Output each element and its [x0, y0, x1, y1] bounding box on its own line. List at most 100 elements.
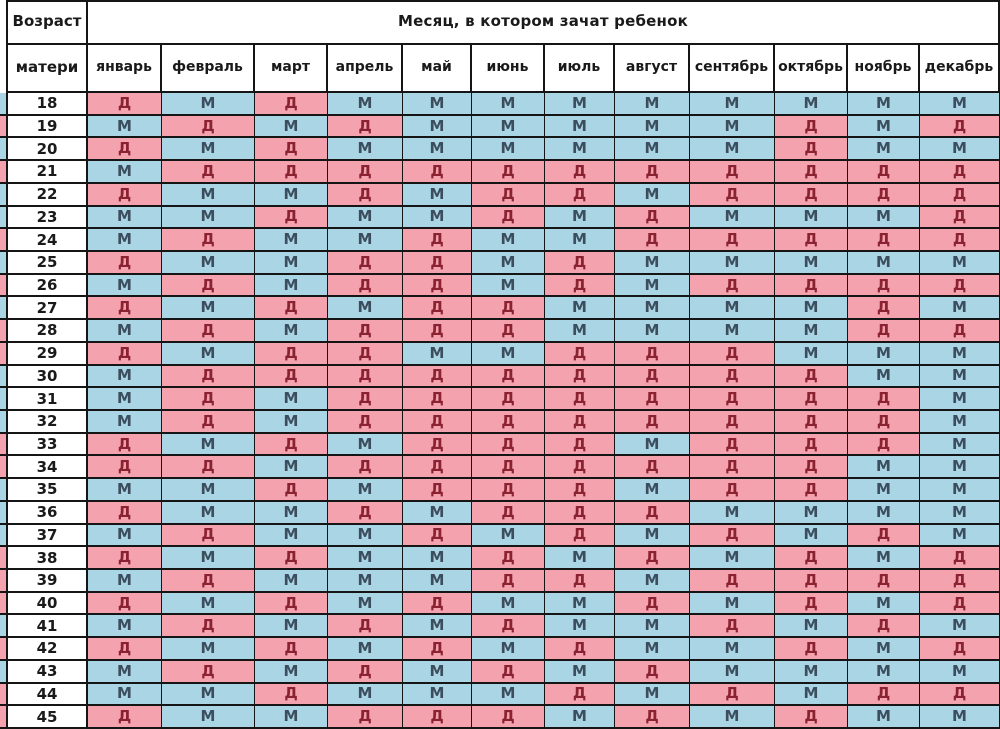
- left-edge-strip-cell: [0, 706, 6, 729]
- gender-cell: Д: [545, 569, 615, 593]
- age-cell: 45: [6, 706, 88, 729]
- gender-cell: М: [162, 592, 255, 616]
- gender-cell: М: [88, 615, 162, 639]
- gender-cell: Д: [545, 456, 615, 480]
- age-cell: 36: [6, 501, 88, 525]
- gender-cell: Д: [920, 320, 1000, 343]
- table-title: Месяц, в котором зачат ребенок: [88, 0, 1000, 45]
- gender-cell: Д: [848, 615, 920, 639]
- gender-cell: Д: [690, 410, 775, 434]
- gender-cell: Д: [472, 660, 545, 684]
- gender-cell: Д: [775, 547, 848, 570]
- gender-cell: М: [328, 229, 403, 252]
- gender-cell: Д: [88, 433, 162, 457]
- gender-cell: Д: [775, 365, 848, 389]
- gender-cell: Д: [328, 342, 403, 366]
- gender-cell: Д: [920, 161, 1000, 184]
- gender-cell: М: [775, 206, 848, 230]
- gender-cell: Д: [690, 161, 775, 184]
- age-cell: 31: [6, 388, 88, 411]
- age-cell: 25: [6, 251, 88, 275]
- gender-cell: Д: [690, 433, 775, 457]
- gender-cell: Д: [920, 206, 1000, 230]
- corner-header-line2: матери: [6, 45, 88, 93]
- gender-cell: Д: [775, 161, 848, 184]
- gender-cell: Д: [775, 115, 848, 139]
- gender-cell: Д: [545, 388, 615, 411]
- gender-cell: М: [403, 547, 472, 570]
- gender-cell: М: [920, 342, 1000, 366]
- gender-cell: Д: [848, 683, 920, 707]
- gender-cell: Д: [472, 569, 545, 593]
- gender-cell: М: [848, 206, 920, 230]
- month-header-9: сентябрь: [690, 45, 775, 93]
- left-edge-strip-cell: [0, 479, 6, 502]
- gender-cell: Д: [88, 183, 162, 207]
- gender-cell: Д: [255, 93, 328, 116]
- month-header-7: июль: [545, 45, 615, 93]
- gender-cell: М: [615, 320, 690, 343]
- left-edge-strip-cell: [0, 592, 6, 616]
- gender-cell: М: [255, 501, 328, 525]
- left-edge-strip-cell: [0, 660, 6, 684]
- gender-cell: М: [162, 501, 255, 525]
- gender-cell: Д: [775, 183, 848, 207]
- gender-cell: М: [255, 524, 328, 548]
- gender-cell: Д: [403, 229, 472, 252]
- gender-cell: Д: [255, 365, 328, 389]
- gender-cell: Д: [690, 524, 775, 548]
- gender-cell: Д: [162, 569, 255, 593]
- month-header-11: ноябрь: [848, 45, 920, 93]
- gender-cell: Д: [88, 297, 162, 321]
- gender-cell: М: [88, 569, 162, 593]
- gender-cell: Д: [472, 365, 545, 389]
- age-cell: 22: [6, 183, 88, 207]
- gender-cell: М: [472, 93, 545, 116]
- gender-cell: М: [775, 93, 848, 116]
- gender-cell: Д: [775, 410, 848, 434]
- gender-cell: М: [88, 683, 162, 707]
- age-cell: 38: [6, 547, 88, 570]
- gender-cell: Д: [472, 547, 545, 570]
- gender-cell: Д: [472, 433, 545, 457]
- gender-cell: Д: [545, 433, 615, 457]
- gender-cell: М: [162, 251, 255, 275]
- gender-cell: Д: [88, 592, 162, 616]
- gender-cell: Д: [848, 161, 920, 184]
- gender-cell: М: [255, 183, 328, 207]
- gender-cell: М: [690, 660, 775, 684]
- gender-cell: М: [403, 93, 472, 116]
- gender-cell: Д: [255, 342, 328, 366]
- gender-cell: М: [920, 297, 1000, 321]
- gender-cell: Д: [615, 342, 690, 366]
- gender-cell: Д: [403, 365, 472, 389]
- gender-cell: М: [920, 388, 1000, 411]
- gender-cell: Д: [472, 479, 545, 502]
- gender-cell: М: [920, 251, 1000, 275]
- gender-cell: Д: [88, 706, 162, 729]
- gender-cell: Д: [162, 320, 255, 343]
- gender-cell: Д: [255, 683, 328, 707]
- gender-cell: Д: [545, 183, 615, 207]
- gender-cell: Д: [775, 388, 848, 411]
- gender-cell: Д: [328, 251, 403, 275]
- gender-cell: М: [545, 592, 615, 616]
- age-cell: 44: [6, 683, 88, 707]
- gender-cell: Д: [545, 274, 615, 298]
- gender-cell: М: [328, 569, 403, 593]
- gender-cell: М: [472, 524, 545, 548]
- gender-cell: Д: [615, 206, 690, 230]
- gender-cell: Д: [690, 456, 775, 480]
- gender-cell: Д: [775, 592, 848, 616]
- gender-cell: Д: [545, 638, 615, 661]
- left-edge-strip-cell: [0, 501, 6, 525]
- gender-cell: М: [545, 138, 615, 162]
- gender-cell: Д: [162, 615, 255, 639]
- gender-cell: М: [848, 501, 920, 525]
- gender-cell: Д: [615, 592, 690, 616]
- gender-cell: Д: [615, 161, 690, 184]
- left-edge-strip-cell: [0, 93, 6, 116]
- gender-cell: Д: [615, 410, 690, 434]
- gender-cell: М: [545, 206, 615, 230]
